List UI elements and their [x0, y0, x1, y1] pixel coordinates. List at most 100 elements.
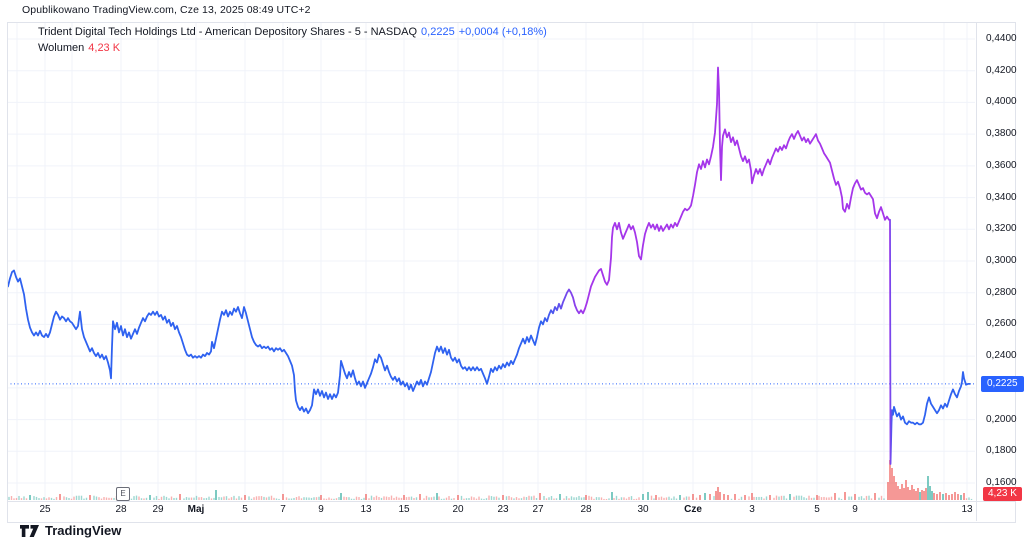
x-axis-label: 20: [452, 504, 464, 515]
volume-bar: [195, 495, 198, 500]
volume-bar: [685, 496, 688, 500]
volume-bar: [330, 498, 333, 500]
volume-bar: [258, 496, 260, 500]
volume-bar: [523, 496, 525, 500]
volume-bar: [29, 495, 31, 500]
volume-bar: [715, 491, 717, 500]
volume-bar: [368, 498, 370, 500]
x-axis-label: 25: [39, 504, 51, 515]
volume-bar: [170, 496, 173, 500]
volume-bar: [773, 497, 775, 500]
volume-bar: [59, 494, 61, 500]
volume-bar: [568, 498, 570, 500]
volume-bar: [436, 493, 438, 500]
tradingview-brand[interactable]: TradingView: [45, 523, 122, 538]
volume-bar: [313, 497, 315, 500]
volume-bar: [550, 496, 553, 500]
volume-bar: [785, 498, 788, 500]
volume-bar: [38, 498, 40, 500]
volume-bar: [255, 496, 258, 500]
volume-bar: [633, 498, 635, 500]
volume-bar: [475, 498, 478, 500]
x-axis-label: 28: [115, 504, 127, 515]
x-axis-label: Maj: [187, 504, 205, 515]
volume-bar: [50, 497, 53, 500]
volume-bar: [863, 498, 865, 500]
volume-bar: [965, 498, 968, 500]
volume-bar: [615, 495, 618, 500]
earnings-marker[interactable]: E: [116, 487, 130, 501]
volume-bar: [778, 496, 780, 500]
volume-bar: [93, 495, 95, 500]
volume-bar: [495, 496, 498, 500]
volume-bar: [834, 493, 836, 500]
x-axis-label: 23: [497, 504, 509, 515]
volume-bar: [213, 497, 215, 500]
volume-bar: [238, 496, 240, 500]
volume-bar: [468, 498, 470, 500]
volume-bar: [954, 492, 956, 500]
volume-bar: [623, 497, 625, 500]
volume-bar: [10, 496, 13, 500]
volume-bar: [265, 497, 268, 500]
volume-bar: [828, 497, 830, 500]
volume-bar: [508, 495, 510, 500]
volume-bar: [917, 488, 919, 500]
volume-bar: [430, 497, 433, 500]
volume-bar: [825, 497, 828, 500]
volume-bar: [868, 495, 870, 500]
y-axis-label: 0,2000: [986, 413, 1017, 425]
volume-bar: [385, 496, 388, 500]
volume-bar: [320, 495, 322, 500]
tradingview-logo-icon[interactable]: [20, 524, 39, 537]
volume-bar: [13, 498, 15, 500]
volume-bar: [925, 488, 927, 500]
volume-bar: [590, 496, 593, 500]
volume-bar: [575, 497, 578, 500]
volume-bar: [253, 497, 255, 500]
volume-bar: [933, 493, 935, 500]
volume-bar: [400, 497, 403, 500]
volume-bar: [775, 495, 778, 500]
volume-bar: [445, 497, 448, 500]
volume-bar: [395, 496, 398, 500]
volume-bar: [513, 498, 515, 500]
x-axis-label: 3: [749, 504, 755, 515]
volume-bar: [780, 495, 783, 500]
volume-bar: [235, 498, 238, 500]
volume-bar: [913, 489, 915, 500]
volume-bar: [525, 497, 528, 500]
volume-bar: [40, 498, 43, 500]
y-axis-label: 0,3000: [986, 254, 1017, 266]
volume-bar: [543, 495, 545, 500]
volume-bar: [65, 497, 68, 500]
volume-bar: [443, 498, 445, 500]
x-axis-label: 5: [242, 504, 248, 515]
price-axis-separator: [976, 22, 977, 521]
volume-bar: [335, 498, 338, 500]
volume-bar: [423, 498, 425, 500]
volume-bar: [699, 495, 701, 500]
symbol-title[interactable]: Trident Digital Tech Holdings Ltd - Amer…: [38, 26, 418, 38]
volume-bar: [580, 497, 583, 500]
volume-bar: [763, 498, 765, 500]
volume-bar: [753, 496, 755, 500]
volume-bar: [895, 482, 897, 500]
volume-bar: [493, 496, 495, 500]
volume-bar: [478, 496, 480, 500]
y-axis-label: 0,3800: [986, 128, 1017, 140]
volume-bar: [473, 497, 475, 500]
volume-bar: [440, 498, 443, 500]
volume-bar: [595, 497, 598, 500]
volume-bar: [948, 495, 950, 500]
volume-bar: [405, 497, 408, 500]
volume-bar: [353, 498, 355, 500]
volume-study-label[interactable]: Wolumen: [38, 42, 85, 54]
volume-bar: [365, 494, 367, 500]
volume-bar: [915, 491, 917, 500]
volume-bar: [505, 496, 508, 500]
volume-bar: [490, 496, 493, 500]
volume-bar: [340, 493, 342, 500]
volume-bar: [260, 496, 263, 500]
